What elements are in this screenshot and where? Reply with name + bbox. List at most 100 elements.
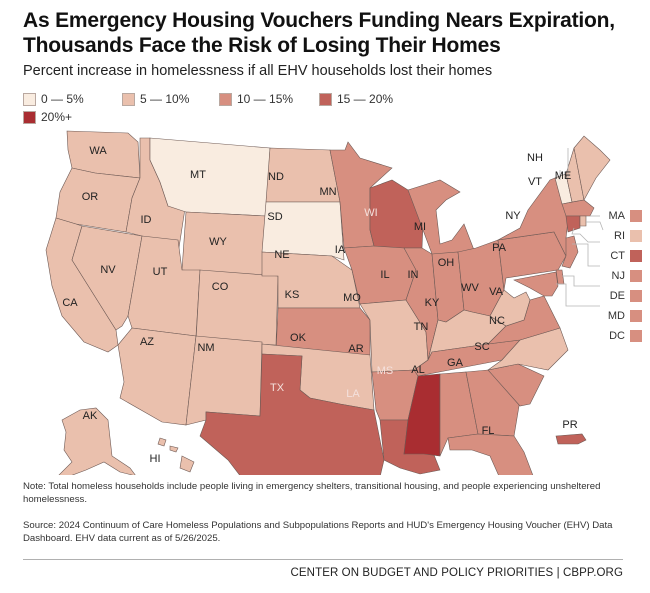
leader-line-CT bbox=[571, 227, 600, 243]
state-label-GA: GA bbox=[447, 357, 464, 369]
legend-item-15-20: 15 — 20% bbox=[319, 92, 393, 106]
side-swatch-CT bbox=[630, 250, 642, 262]
side-swatch-DE bbox=[630, 290, 642, 302]
legend-item-20-plus: 20%+ bbox=[23, 110, 72, 124]
side-swatch-NJ bbox=[630, 270, 642, 282]
footer-divider bbox=[23, 559, 623, 560]
map-subtitle: Percent increase in homelessness if all … bbox=[23, 63, 493, 79]
legend-label: 20%+ bbox=[41, 110, 73, 124]
state-MD bbox=[513, 271, 559, 297]
legend-label: 5 — 10% bbox=[140, 92, 190, 106]
state-CO bbox=[195, 269, 279, 346]
state-label-AR: AR bbox=[348, 343, 363, 355]
state-TX bbox=[199, 353, 385, 475]
side-swatch-MA bbox=[630, 210, 642, 222]
side-label-CT: CT bbox=[610, 250, 625, 262]
state-label-TX: TX bbox=[270, 382, 285, 394]
legend-item-10-15: 10 — 15% bbox=[219, 92, 293, 106]
state-CT bbox=[565, 215, 581, 233]
state-label-WV: WV bbox=[461, 282, 479, 294]
state-label-ME: ME bbox=[555, 170, 572, 182]
side-label-MD: MD bbox=[608, 310, 625, 322]
state-HI-3 bbox=[169, 445, 179, 453]
state-label-VA: VA bbox=[489, 286, 504, 298]
state-label-NV: NV bbox=[100, 264, 116, 276]
state-WV bbox=[489, 289, 531, 327]
state-MT bbox=[149, 137, 271, 217]
state-label-LA: LA bbox=[346, 388, 360, 400]
side-swatch-DC bbox=[630, 330, 642, 342]
state-CA bbox=[45, 217, 119, 353]
legend-item-0-5: 0 — 5% bbox=[23, 92, 84, 106]
side-label-RI: RI bbox=[614, 230, 625, 242]
side-label-DE: DE bbox=[610, 290, 625, 302]
state-FL bbox=[447, 433, 534, 475]
state-MA bbox=[561, 199, 595, 217]
state-label-SD: SD bbox=[267, 211, 282, 223]
state-label-KS: KS bbox=[285, 289, 300, 301]
state-KS bbox=[275, 307, 371, 356]
state-label-MT: MT bbox=[190, 169, 206, 181]
state-RI bbox=[579, 215, 587, 227]
leader-line-RI bbox=[586, 221, 604, 231]
state-label-OH: OH bbox=[438, 257, 455, 269]
legend-item-5-10: 5 — 10% bbox=[122, 92, 189, 106]
state-label-VT: VT bbox=[528, 176, 542, 188]
state-label-AL: AL bbox=[411, 364, 424, 376]
page-title: As Emergency Housing Vouchers Funding Ne… bbox=[23, 9, 615, 57]
footer-credit: CENTER ON BUDGET AND POLICY PRIORITIES |… bbox=[290, 567, 623, 579]
legend-swatch bbox=[122, 92, 135, 106]
state-SD bbox=[261, 201, 345, 261]
state-label-PR: PR bbox=[562, 419, 577, 431]
state-label-IL: IL bbox=[380, 269, 389, 281]
state-PR bbox=[555, 433, 587, 445]
state-label-KY: KY bbox=[425, 297, 440, 309]
state-label-MI: MI bbox=[414, 221, 426, 233]
state-label-WY: WY bbox=[209, 236, 227, 248]
state-label-NC: NC bbox=[489, 315, 505, 327]
legend-swatch bbox=[23, 110, 36, 124]
state-HI bbox=[179, 455, 195, 473]
state-AZ bbox=[117, 327, 197, 426]
legend-label: 10 — 15% bbox=[237, 92, 294, 106]
legend-swatch bbox=[319, 92, 332, 106]
state-label-MO: MO bbox=[343, 292, 361, 304]
state-label-WA: WA bbox=[89, 145, 107, 157]
state-label-NE: NE bbox=[274, 249, 289, 261]
state-label-OR: OR bbox=[82, 191, 99, 203]
state-label-CA: CA bbox=[62, 297, 78, 309]
state-label-NH: NH bbox=[527, 152, 543, 164]
legend-swatch bbox=[219, 92, 232, 106]
state-label-MS: MS bbox=[377, 365, 394, 377]
map-note: Note: Total homeless households include … bbox=[23, 481, 601, 505]
us-choropleth-map: MA RI CT NJ DE MD DC WA OR CA NV ID MT W… bbox=[0, 120, 650, 475]
leader-line-MD bbox=[556, 283, 600, 307]
legend-label: 0 — 5% bbox=[41, 92, 84, 106]
legend-swatch bbox=[23, 92, 36, 106]
state-label-SC: SC bbox=[474, 341, 489, 353]
state-label-NY: NY bbox=[505, 210, 521, 222]
side-label-DC: DC bbox=[609, 330, 625, 342]
state-label-CO: CO bbox=[212, 281, 229, 293]
state-label-FL: FL bbox=[482, 425, 495, 437]
leader-line-NJ bbox=[572, 243, 600, 267]
state-label-WI: WI bbox=[364, 207, 377, 219]
state-label-UT: UT bbox=[153, 266, 168, 278]
state-label-NM: NM bbox=[197, 342, 214, 354]
side-swatch-MD bbox=[630, 310, 642, 322]
state-HI-2 bbox=[157, 437, 167, 447]
state-label-IN: IN bbox=[408, 269, 419, 281]
state-label-ID: ID bbox=[141, 214, 152, 226]
state-label-IA: IA bbox=[335, 244, 346, 256]
state-label-ND: ND bbox=[268, 171, 284, 183]
state-label-TN: TN bbox=[414, 321, 429, 333]
state-AK bbox=[58, 407, 136, 475]
state-label-AZ: AZ bbox=[140, 336, 154, 348]
legend-label: 15 — 20% bbox=[337, 92, 394, 106]
state-label-AK: AK bbox=[83, 410, 98, 422]
state-label-PA: PA bbox=[492, 242, 507, 254]
side-label-MA: MA bbox=[609, 210, 626, 222]
state-label-MN: MN bbox=[319, 186, 336, 198]
side-label-NJ: NJ bbox=[612, 270, 625, 282]
map-source: Source: 2024 Continuum of Care Homeless … bbox=[23, 520, 613, 544]
